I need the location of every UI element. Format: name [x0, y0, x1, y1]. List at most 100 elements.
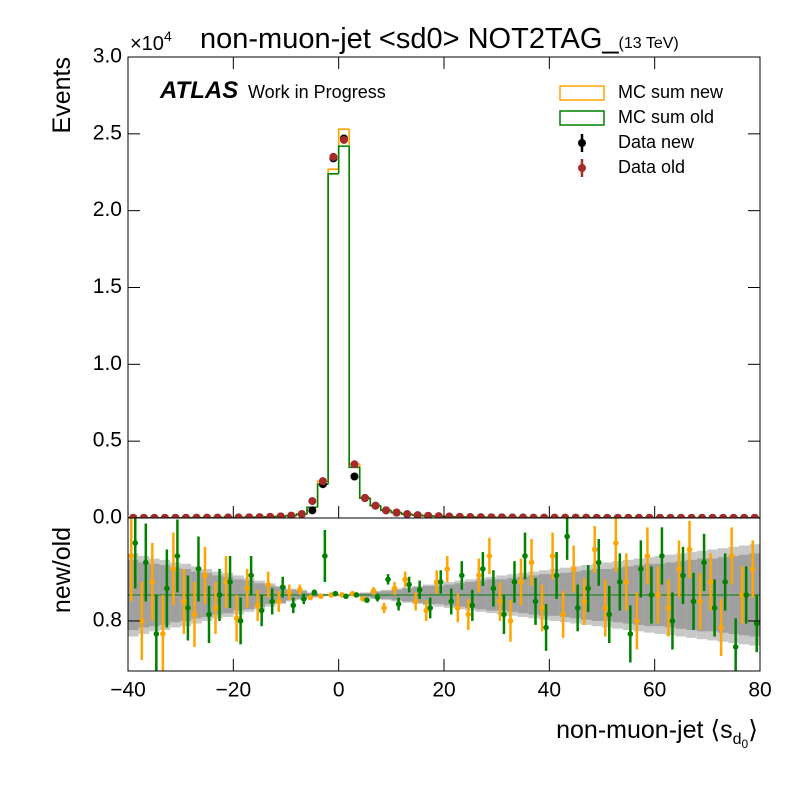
y-multiplier: ×104: [130, 28, 172, 55]
ratio-point: [402, 577, 408, 583]
x-label-sub: d: [733, 731, 742, 748]
legend-swatch: [578, 139, 586, 147]
legend-swatch: [560, 86, 604, 100]
ratio-point: [396, 601, 402, 607]
ratio-point: [649, 592, 655, 598]
ratio-point: [539, 605, 545, 611]
x-label-end: ⟩: [748, 716, 758, 744]
ratio-point: [564, 534, 570, 540]
data-point: [298, 510, 306, 518]
ratio-point: [206, 612, 212, 618]
ratio-point: [150, 579, 156, 585]
data-point: [435, 512, 443, 520]
ratio-point: [202, 573, 208, 579]
ratio-point: [522, 553, 528, 559]
x-tick-label: 40: [538, 679, 561, 702]
ratio-point: [381, 605, 387, 611]
ratio-point: [448, 599, 454, 605]
ratio-point: [512, 579, 518, 585]
histogram-step: [360, 464, 371, 498]
ratio-point: [476, 573, 482, 579]
data-point: [329, 153, 337, 161]
ratio-point: [333, 591, 339, 597]
data-point: [487, 513, 495, 521]
ratio-point: [128, 553, 134, 559]
ratio-point: [666, 605, 672, 611]
multiplier-exp: 4: [164, 28, 172, 44]
data-point: [277, 512, 285, 520]
histogram-step: [339, 146, 350, 174]
experiment-label: ATLAS: [159, 77, 238, 104]
y-tick-label: 0.5: [93, 429, 122, 452]
legend-swatch: [578, 164, 586, 172]
legend-swatch: [560, 111, 604, 125]
energy-label: (13 TeV): [619, 35, 679, 52]
ratio-point: [560, 612, 566, 618]
ratio-point: [634, 618, 640, 624]
ratio-point: [248, 573, 254, 579]
ratio-point: [645, 553, 651, 559]
ratio-point: [743, 592, 749, 598]
ratio-point: [670, 618, 676, 624]
data-point: [445, 513, 453, 521]
ratio-point: [628, 631, 634, 637]
ratio-point: [754, 621, 760, 627]
data-point: [456, 513, 464, 521]
data-point: [308, 497, 316, 505]
ratio-point: [343, 593, 349, 599]
ratio-point: [708, 579, 714, 585]
x-tick-label: −20: [216, 679, 252, 702]
x-label-main: non-muon-jet ⟨s: [556, 716, 733, 744]
ratio-point: [729, 553, 735, 559]
ratio-point: [624, 579, 630, 585]
ratio-point: [154, 631, 160, 637]
ratio-point: [571, 566, 577, 572]
ratio-point: [687, 547, 693, 553]
x-tick-label: 80: [748, 679, 771, 702]
y-tick-label: 2.5: [93, 121, 122, 144]
ratio-point: [487, 553, 493, 559]
ratio-point: [550, 553, 556, 559]
ratio-y-tick-label: 0.8: [93, 609, 122, 632]
ratio-point: [371, 588, 377, 594]
ratio-point: [185, 605, 191, 611]
data-point: [256, 513, 264, 521]
ratio-point: [543, 625, 549, 631]
ratio-point: [385, 577, 391, 583]
ratio-point: [585, 586, 591, 592]
ratio-point: [406, 582, 412, 588]
ratio-point: [427, 605, 433, 611]
y-tick-label: 2.0: [93, 198, 122, 221]
x-tick-label: 0: [333, 679, 345, 702]
ratio-point: [444, 566, 450, 572]
ratio-point: [575, 605, 581, 611]
y-tick-label: 3.0: [93, 45, 122, 68]
ratio-point: [312, 590, 318, 596]
ratio-point: [680, 573, 686, 579]
ratio-point: [290, 603, 296, 609]
ratio-point: [602, 605, 608, 611]
status-label: Work in Progress: [248, 82, 386, 102]
legend-label: Data new: [618, 132, 695, 152]
data-point: [498, 513, 506, 521]
ratio-point: [286, 590, 292, 596]
data-point: [361, 494, 369, 502]
data-point: [382, 506, 390, 514]
ratio-point: [508, 618, 514, 624]
ratio-point: [269, 599, 275, 605]
ratio-point: [308, 595, 314, 601]
data-point: [340, 136, 348, 144]
ratio-point: [638, 566, 644, 572]
ratio-point: [160, 631, 166, 637]
ratio-point: [164, 586, 170, 592]
ratio-point: [238, 618, 244, 624]
ratio-point: [354, 592, 360, 598]
ratio-point: [529, 560, 535, 566]
y-tick-label: 0.0: [93, 506, 122, 529]
ratio-point: [497, 599, 503, 605]
ratio-point: [192, 612, 198, 618]
ratio-point: [712, 605, 718, 611]
